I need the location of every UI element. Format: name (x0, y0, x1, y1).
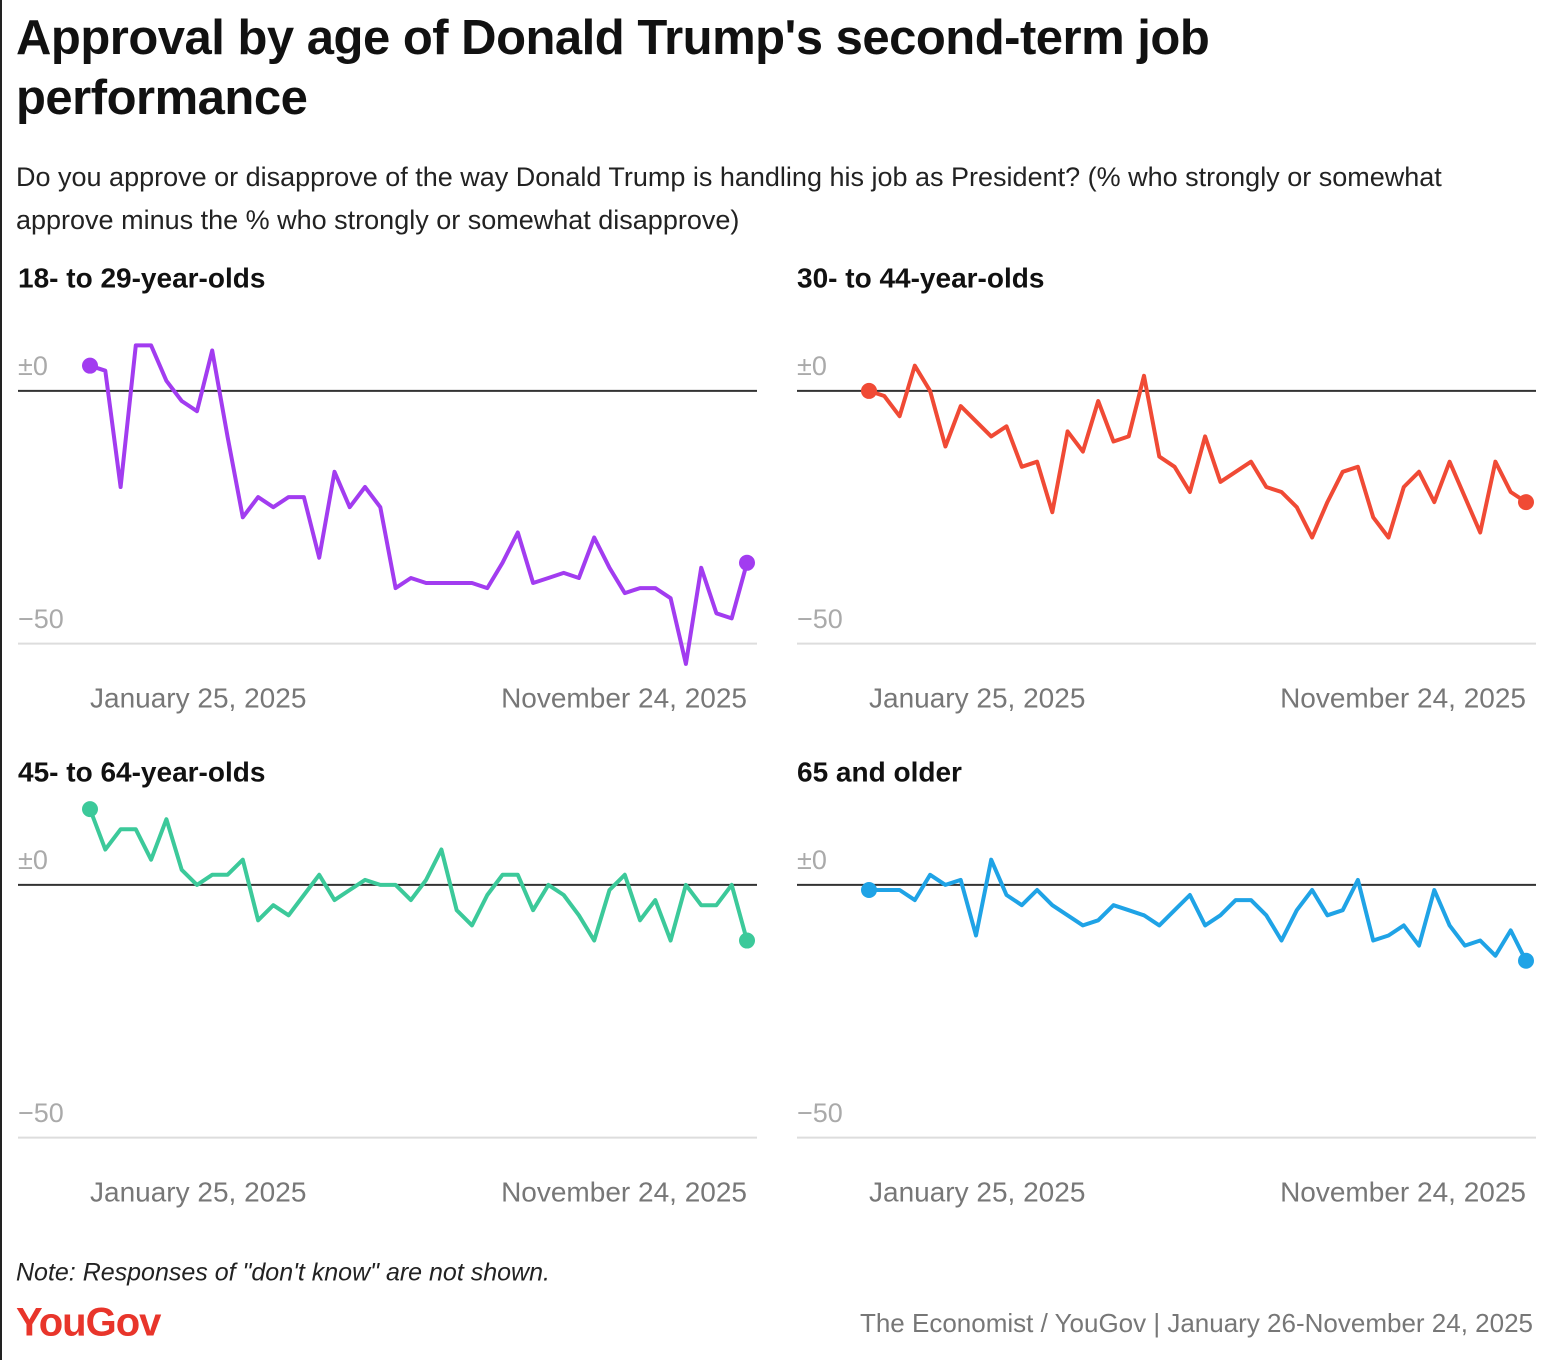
data-line (88, 808, 749, 943)
x-tick-label: January 25, 2025 (869, 682, 1085, 713)
end-point (1518, 494, 1534, 511)
note: Note: Responses of "don't know" are not … (16, 1259, 550, 1287)
end-point (861, 881, 877, 898)
y-tick-label: ±0 (797, 845, 827, 875)
x-tick-label: January 25, 2025 (90, 682, 306, 713)
x-tick-label: November 24, 2025 (501, 1176, 747, 1207)
panel-title: 30- to 44-year-olds (797, 262, 1044, 293)
panel-title: 45- to 64-year-olds (18, 756, 265, 787)
y-tick-label: ±0 (797, 351, 827, 381)
end-point (739, 554, 755, 571)
page-title: Approval by age of Donald Trump's second… (16, 11, 1210, 125)
x-tick-label: November 24, 2025 (501, 682, 747, 713)
x-tick-label: January 25, 2025 (90, 1176, 306, 1207)
x-tick-label: November 24, 2025 (1280, 1176, 1526, 1207)
end-point (82, 801, 98, 818)
end-point (82, 357, 98, 374)
source: The Economist / YouGov | January 26-Nove… (860, 1308, 1533, 1338)
panel-title: 18- to 29-year-olds (18, 262, 265, 293)
y-tick-label: −50 (797, 604, 843, 634)
y-tick-label: −50 (797, 1098, 843, 1128)
end-point (861, 382, 877, 399)
end-point (739, 932, 755, 949)
page-subtitle: Do you approve or disapprove of the way … (16, 162, 1442, 235)
data-line (869, 857, 1528, 962)
panel-title: 65 and older (797, 756, 962, 787)
x-tick-label: January 25, 2025 (869, 1176, 1085, 1207)
data-line (89, 343, 749, 666)
y-tick-label: −50 (18, 1098, 64, 1128)
y-tick-label: ±0 (18, 351, 48, 381)
y-tick-label: ±0 (18, 845, 48, 875)
x-tick-label: November 24, 2025 (1280, 682, 1526, 713)
logo: YouGov (16, 1301, 162, 1345)
data-line (868, 363, 1528, 540)
end-point (1518, 952, 1534, 969)
y-tick-label: −50 (18, 604, 64, 634)
